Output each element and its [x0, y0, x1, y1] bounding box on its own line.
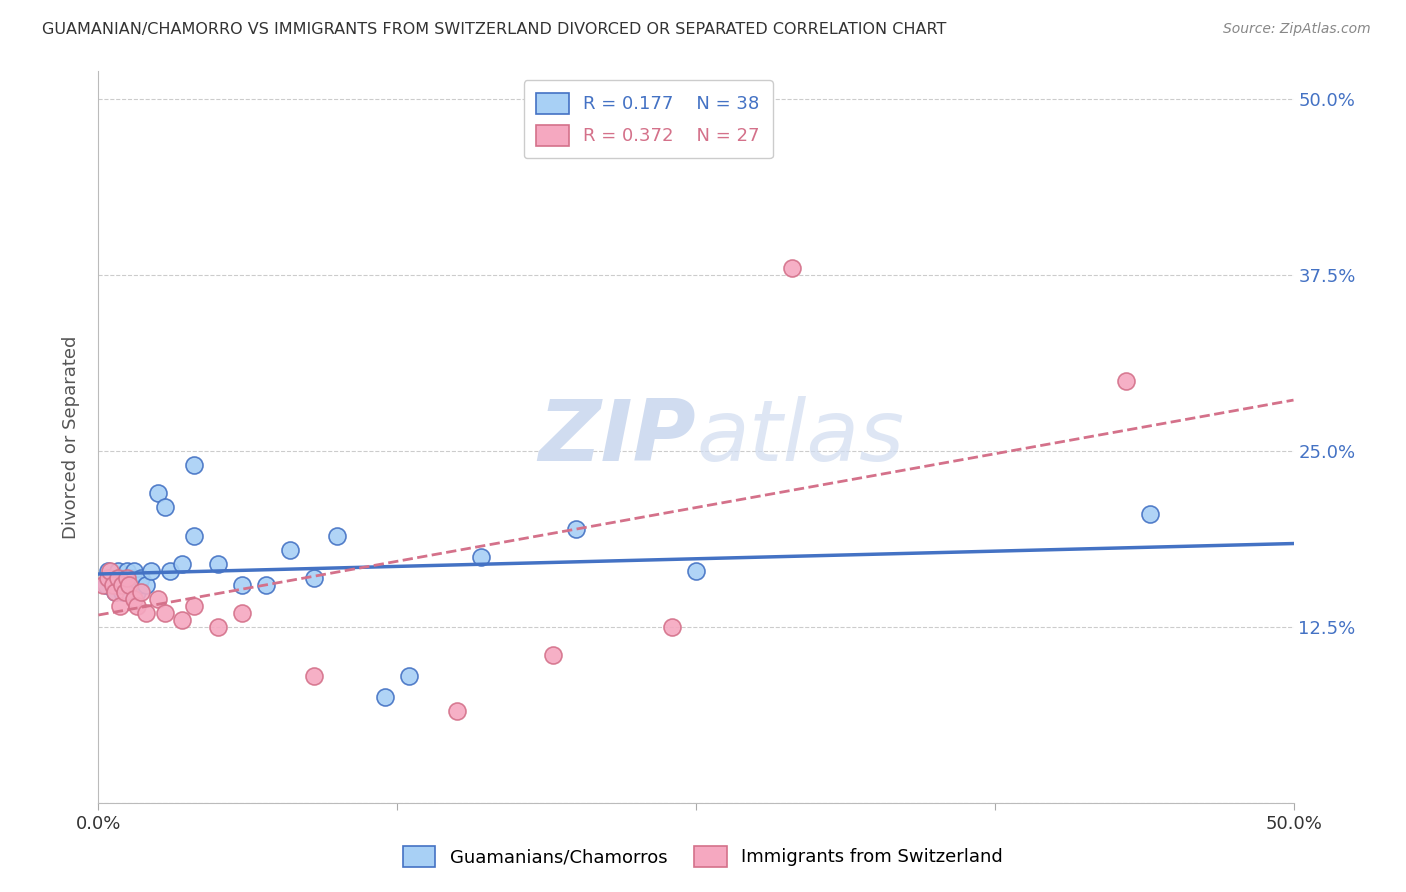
Point [131, 584, 153, 599]
Point [207, 620, 229, 634]
Point [118, 578, 141, 592]
Point [115, 571, 138, 585]
Point [97, 571, 120, 585]
Y-axis label: Divorced or Separated: Divorced or Separated [62, 335, 80, 539]
Point [541, 648, 564, 662]
Point [231, 578, 253, 592]
Point [125, 599, 148, 613]
Point [111, 584, 134, 599]
Point [231, 606, 253, 620]
Point [108, 571, 131, 585]
Point [114, 571, 136, 585]
Point [155, 606, 177, 620]
Point [131, 571, 153, 585]
Point [374, 690, 396, 705]
Point [111, 578, 134, 592]
Legend: R = 0.177    N = 38, R = 0.372    N = 27: R = 0.177 N = 38, R = 0.372 N = 27 [524, 80, 772, 158]
Point [118, 578, 141, 592]
Point [124, 591, 146, 606]
Point [685, 564, 707, 578]
Text: atlas: atlas [696, 395, 904, 479]
Text: ZIP: ZIP [538, 395, 696, 479]
Point [278, 542, 301, 557]
Point [183, 528, 205, 542]
Point [1115, 374, 1137, 388]
Point [326, 528, 349, 542]
Point [124, 564, 146, 578]
Point [1139, 508, 1161, 522]
Point [148, 486, 170, 500]
Point [148, 591, 170, 606]
Point [115, 564, 138, 578]
Point [91, 578, 114, 592]
Point [302, 571, 325, 585]
Point [661, 620, 683, 634]
Point [128, 578, 150, 592]
Point [207, 557, 229, 571]
Point [104, 584, 127, 599]
Point [183, 458, 205, 473]
Point [172, 557, 194, 571]
Point [94, 578, 117, 592]
Point [135, 578, 157, 592]
Legend: Guamanians/Chamorros, Immigrants from Switzerland: Guamanians/Chamorros, Immigrants from Sw… [395, 838, 1011, 874]
Point [104, 584, 127, 599]
Point [125, 584, 148, 599]
Point [183, 599, 205, 613]
Point [101, 578, 124, 592]
Text: Source: ZipAtlas.com: Source: ZipAtlas.com [1223, 22, 1371, 37]
Point [398, 669, 420, 683]
Point [107, 571, 129, 585]
Point [446, 705, 468, 719]
Point [159, 564, 181, 578]
Point [101, 578, 124, 592]
Point [155, 500, 177, 515]
Point [107, 564, 129, 578]
Point [107, 571, 129, 585]
Point [780, 261, 803, 276]
Point [139, 564, 162, 578]
Point [565, 521, 588, 535]
Point [302, 669, 325, 683]
Point [470, 549, 492, 564]
Point [98, 571, 122, 585]
Point [135, 606, 157, 620]
Point [108, 599, 131, 613]
Point [172, 613, 194, 627]
Point [97, 564, 120, 578]
Point [254, 578, 277, 592]
Point [121, 571, 143, 585]
Text: GUAMANIAN/CHAMORRO VS IMMIGRANTS FROM SWITZERLAND DIVORCED OR SEPARATED CORRELAT: GUAMANIAN/CHAMORRO VS IMMIGRANTS FROM SW… [42, 22, 946, 37]
Point [98, 564, 122, 578]
Point [111, 578, 134, 592]
Point [114, 584, 136, 599]
